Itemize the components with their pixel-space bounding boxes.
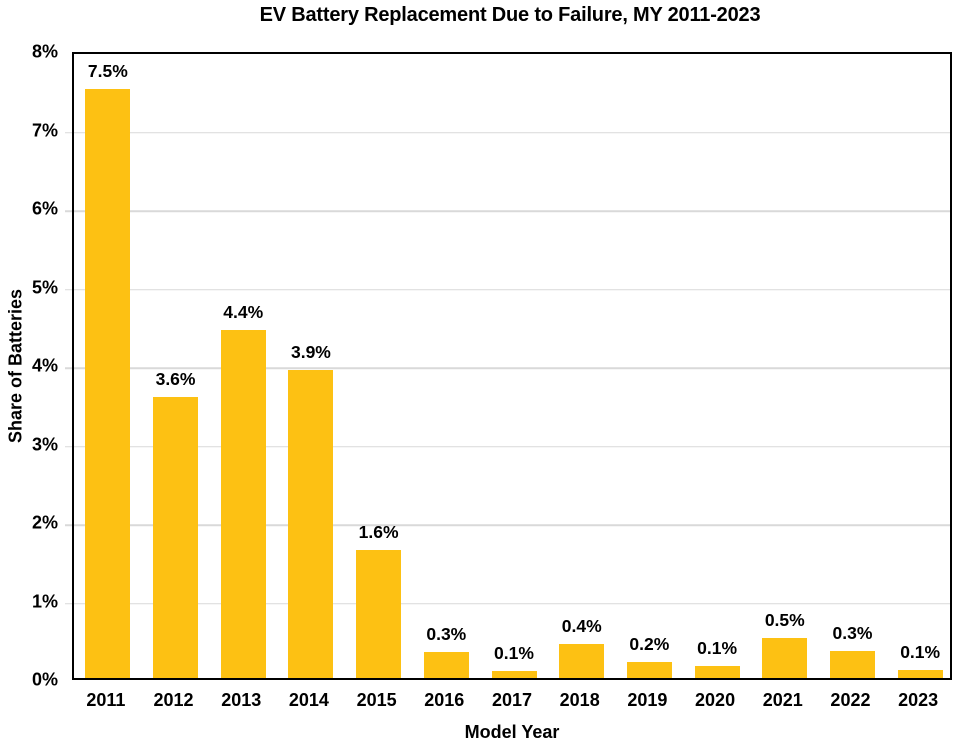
x-tick-label-2013: 2013 [221,690,262,710]
gridline-7% [74,131,950,134]
bar-value-label-2018: 0.4% [561,616,602,637]
bar-2021 [762,637,808,678]
y-tick-label-4%: 4% [31,355,58,376]
bar-value-label-2019: 0.2% [629,633,670,654]
y-tick-label-1%: 1% [31,591,58,611]
bar-2013 [220,330,266,678]
y-tick-label-7%: 7% [31,120,58,140]
x-axis-title: Model Year [464,722,560,742]
bar-2023 [897,670,943,678]
x-tick-label-2012: 2012 [153,690,194,710]
bar-2011 [85,89,131,678]
y-tick-label-6%: 6% [31,198,58,219]
gridline-1% [74,602,950,605]
bar-value-label-2015: 1.6% [358,522,399,543]
y-axis-tick-3% [65,445,72,448]
bar-2016 [423,652,469,678]
gridline-2% [74,524,950,526]
bar-2015 [356,550,402,678]
gridline-6% [74,210,950,212]
bar-value-label-2021: 0.5% [764,609,805,630]
chart-title: EV Battery Replacement Due to Failure, M… [259,4,761,26]
bar-2012 [153,396,199,678]
y-tick-label-8%: 8% [31,41,58,62]
x-tick-label-2018: 2018 [559,690,600,710]
y-axis-tick-4% [65,367,72,369]
bar-value-label-2017: 0.1% [494,642,534,663]
gridline-5% [74,288,950,291]
x-tick-label-2017: 2017 [491,690,533,710]
bar-value-label-2022: 0.3% [832,622,873,643]
y-axis-title: Share of Batteries [5,288,26,444]
gridline-4% [74,367,950,369]
bar-2014 [288,369,334,678]
x-tick-label-2021: 2021 [762,690,803,710]
bar-value-label-2014: 3.9% [290,341,331,362]
bar-2019 [626,661,672,678]
bar-2018 [559,644,605,678]
bar-2022 [829,650,875,678]
y-tick-label-3%: 3% [31,434,58,454]
x-tick-label-2023: 2023 [898,690,939,710]
bar-value-label-2023: 0.1% [900,642,941,663]
y-tick-label-2%: 2% [31,512,58,533]
plot-area: 7.5% 3.6% 4.4% 3.9% 1.6% 0.3% 0.1% 0.4% 0.2% 0.1%… [65,52,952,680]
y-axis-tick-1% [65,602,72,605]
bar-2017 [491,670,537,678]
x-tick-label-2022: 2022 [830,690,871,710]
bar-value-label-2013: 4.4% [223,302,264,323]
y-tick-label-5%: 5% [31,277,58,297]
x-tick-label-2019: 2019 [627,690,668,710]
bar-value-label-2011: 7.5% [87,61,128,82]
bar-value-label-2016: 0.3% [426,624,467,645]
y-axis-tick-6% [65,210,72,212]
bar-2020 [694,666,740,678]
x-tick-label-2014: 2014 [288,690,329,710]
bar-value-label-2020: 0.1% [697,638,738,659]
x-tick-label-2020: 2020 [695,690,736,710]
y-axis-tick-2% [65,524,72,526]
bar-value-label-2012: 3.6% [155,368,196,389]
x-tick-label-2015: 2015 [356,690,397,710]
y-axis-tick-7% [65,131,72,134]
x-tick-label-2011: 2011 [86,690,126,710]
y-axis-tick-5% [65,288,72,291]
y-tick-label-0%: 0% [31,669,58,690]
x-tick-label-2016: 2016 [424,690,465,710]
gridline-3% [74,445,950,448]
